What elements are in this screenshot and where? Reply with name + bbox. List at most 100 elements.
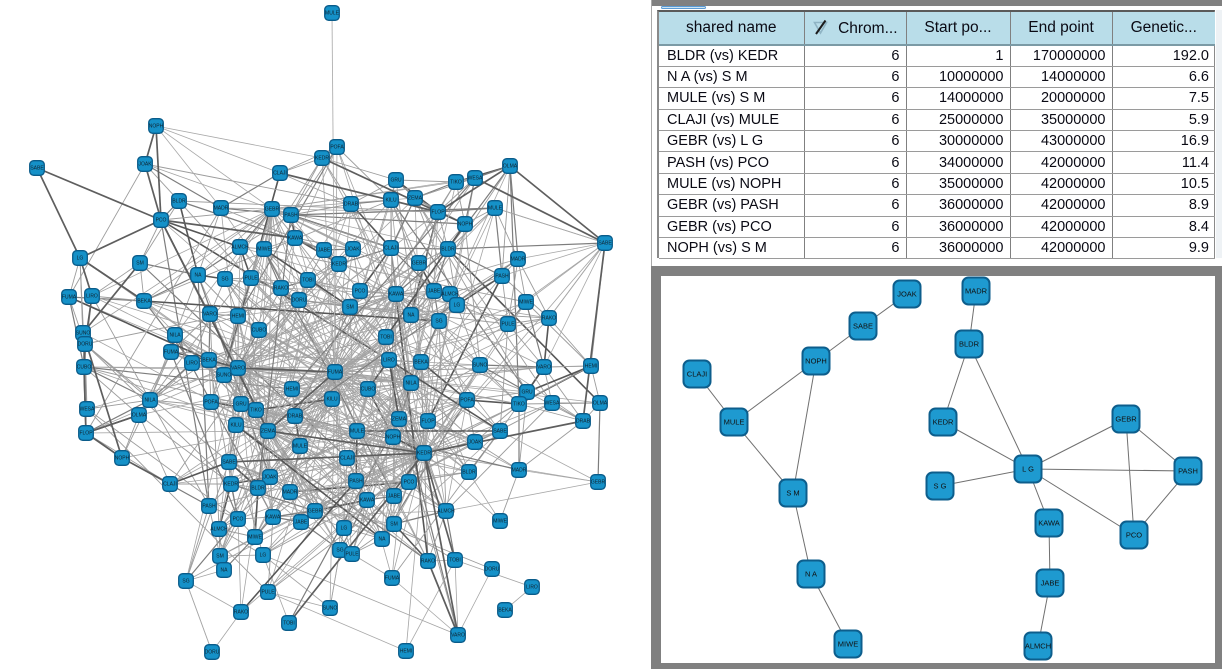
svg-text:BLDR: BLDR — [251, 486, 265, 492]
svg-text:PULE: PULE — [261, 590, 275, 596]
svg-text:MULE: MULE — [293, 444, 308, 450]
svg-text:FUMA: FUMA — [385, 576, 400, 582]
svg-text:KEDR: KEDR — [224, 482, 238, 488]
svg-text:PULE: PULE — [501, 322, 515, 328]
svg-text:JOAK: JOAK — [138, 162, 152, 168]
svg-text:BLDR: BLDR — [959, 340, 980, 349]
svg-text:SG: SG — [435, 319, 442, 325]
svg-text:WESA: WESA — [468, 176, 483, 182]
svg-text:ALMCH: ALMCH — [1025, 642, 1051, 651]
svg-text:KILU: KILU — [385, 198, 397, 204]
svg-text:SG: SG — [182, 579, 189, 585]
svg-text:LG: LG — [260, 553, 267, 559]
svg-text:PULE: PULE — [345, 552, 359, 558]
svg-text:KILU: KILU — [326, 397, 338, 403]
svg-text:N A: N A — [805, 570, 817, 579]
svg-text:MULE: MULE — [488, 206, 503, 212]
svg-text:BLDR: BLDR — [462, 470, 476, 476]
svg-text:CLAJI: CLAJI — [273, 171, 287, 177]
svg-text:KEDR: KEDR — [417, 451, 431, 457]
svg-text:NILA: NILA — [405, 381, 417, 387]
svg-text:GRU: GRU — [235, 402, 247, 408]
svg-text:MADR: MADR — [965, 287, 988, 296]
svg-text:GEBR: GEBR — [308, 509, 323, 515]
svg-text:ZEMA: ZEMA — [408, 196, 423, 202]
svg-text:PCO: PCO — [233, 517, 244, 523]
svg-text:ZEMA: ZEMA — [392, 417, 407, 423]
svg-text:LIRO: LIRO — [526, 585, 538, 591]
svg-text:MIWE: MIWE — [838, 640, 858, 649]
svg-text:TIKO: TIKO — [513, 402, 525, 408]
svg-text:SABE: SABE — [493, 429, 507, 435]
svg-text:DORU: DORU — [292, 298, 307, 304]
svg-text:GEBR: GEBR — [412, 261, 427, 267]
svg-text:MIWE: MIWE — [257, 247, 271, 253]
svg-text:SM: SM — [136, 261, 144, 267]
svg-text:SABE: SABE — [853, 322, 873, 331]
svg-text:KEDR: KEDR — [933, 418, 954, 427]
svg-text:LG: LG — [77, 256, 84, 262]
svg-text:FLOP: FLOP — [421, 419, 435, 425]
svg-text:LIRO: LIRO — [186, 361, 198, 367]
svg-text:DRAB: DRAB — [576, 419, 591, 425]
svg-text:S G: S G — [934, 482, 947, 491]
svg-text:RAKO: RAKO — [542, 316, 556, 322]
svg-text:DORU: DORU — [205, 650, 220, 656]
svg-text:SUNO: SUNO — [76, 331, 91, 337]
svg-text:KEDR: KEDR — [332, 262, 346, 268]
svg-text:VARO: VARO — [231, 366, 245, 372]
svg-text:BEKA: BEKA — [414, 360, 428, 366]
svg-text:BLDR: BLDR — [172, 199, 186, 205]
svg-text:ALMCH: ALMCH — [437, 509, 455, 515]
svg-text:TOBI: TOBI — [380, 335, 392, 341]
svg-text:SM: SM — [390, 522, 398, 528]
svg-text:LIRO: LIRO — [383, 358, 395, 364]
svg-text:GRU: GRU — [390, 178, 402, 184]
svg-text:MULE: MULE — [350, 429, 365, 435]
svg-text:HEMI: HEMI — [286, 387, 299, 393]
svg-text:NA: NA — [408, 313, 416, 319]
svg-text:LIRO: LIRO — [86, 294, 98, 300]
svg-text:BEKA: BEKA — [202, 358, 216, 364]
svg-text:KEDR: KEDR — [315, 156, 329, 162]
svg-text:PCO: PCO — [156, 218, 167, 224]
svg-text:MADR: MADR — [214, 206, 229, 212]
svg-text:SABE: SABE — [222, 460, 236, 466]
svg-text:NA: NA — [195, 273, 203, 279]
svg-text:SM: SM — [346, 305, 354, 311]
svg-text:JABE: JABE — [295, 520, 308, 526]
svg-text:MULE: MULE — [325, 11, 340, 17]
svg-text:WESA: WESA — [80, 407, 95, 413]
svg-text:JABE: JABE — [318, 248, 331, 254]
svg-text:ALMCH: ALMCH — [441, 292, 459, 298]
svg-text:MADR: MADR — [512, 468, 527, 474]
svg-text:OLMA: OLMA — [132, 413, 147, 419]
svg-text:S M: S M — [786, 489, 799, 498]
svg-text:PCO: PCO — [1126, 531, 1142, 540]
svg-text:PASH: PASH — [284, 213, 298, 219]
svg-text:NOPH: NOPH — [458, 222, 473, 228]
svg-text:BEKA: BEKA — [137, 299, 151, 305]
svg-text:POFA: POFA — [330, 145, 344, 151]
svg-text:SABE: SABE — [30, 166, 44, 172]
svg-text:JOAK: JOAK — [897, 290, 917, 299]
svg-text:SG: SG — [221, 277, 228, 283]
svg-text:KAWA: KAWA — [288, 236, 303, 242]
svg-text:JABE: JABE — [388, 494, 401, 500]
svg-text:NILA: NILA — [144, 398, 156, 404]
svg-text:NOPH: NOPH — [386, 435, 401, 441]
svg-text:CLAJI: CLAJI — [163, 482, 177, 488]
svg-text:RAKO: RAKO — [274, 286, 288, 292]
svg-text:FLOP: FLOP — [79, 431, 93, 437]
svg-text:TOBI: TOBI — [449, 558, 461, 564]
svg-text:RAKO: RAKO — [234, 610, 248, 616]
svg-text:HEMI: HEMI — [585, 364, 598, 370]
svg-text:NOPH: NOPH — [115, 456, 130, 462]
svg-text:SG: SG — [336, 548, 343, 554]
svg-text:CLAJI: CLAJI — [687, 370, 707, 379]
svg-text:TIKO: TIKO — [250, 408, 262, 414]
svg-text:CLAJI: CLAJI — [340, 456, 354, 462]
svg-text:SUNO: SUNO — [323, 606, 338, 612]
svg-text:RAKO: RAKO — [421, 559, 435, 565]
svg-text:MIWE: MIWE — [248, 535, 262, 541]
